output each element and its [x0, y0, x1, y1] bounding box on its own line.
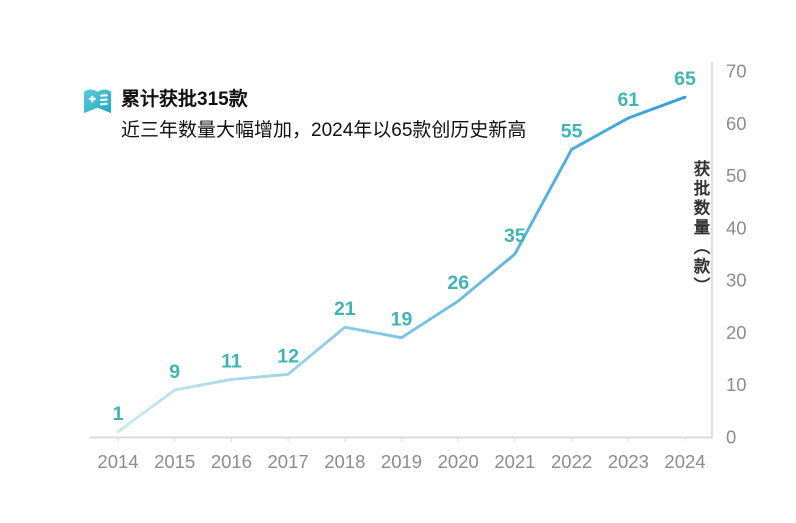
svg-text:26: 26: [447, 272, 469, 294]
svg-text:2017: 2017: [268, 451, 309, 472]
chart-subtitle: 近三年数量大幅增加，2024年以65款创历史新高: [121, 120, 527, 141]
svg-text:2015: 2015: [154, 451, 195, 472]
svg-text:2024: 2024: [664, 451, 705, 472]
svg-text:19: 19: [391, 309, 413, 331]
svg-text:55: 55: [561, 120, 583, 142]
chart-title: 累计获批315款: [121, 89, 248, 110]
svg-text:2020: 2020: [438, 451, 479, 472]
svg-text:1: 1: [113, 403, 124, 425]
svg-text:61: 61: [617, 89, 639, 111]
chart-titles: 累计获批315款 近三年数量大幅增加，2024年以65款创历史新高: [121, 84, 526, 146]
svg-text:20: 20: [726, 322, 747, 343]
y-axis-title: 获批数量（款）: [691, 160, 709, 297]
svg-text:2021: 2021: [494, 451, 535, 472]
svg-text:70: 70: [726, 61, 747, 82]
chart-header: 累计获批315款 近三年数量大幅增加，2024年以65款创历史新高: [82, 84, 526, 146]
svg-text:0: 0: [726, 427, 736, 448]
book-plus-icon: [83, 89, 112, 114]
svg-text:30: 30: [726, 270, 747, 291]
svg-text:12: 12: [277, 345, 299, 367]
svg-text:2014: 2014: [97, 451, 138, 472]
svg-text:21: 21: [334, 298, 356, 320]
svg-text:2022: 2022: [551, 451, 592, 472]
svg-text:2023: 2023: [608, 451, 649, 472]
svg-text:2016: 2016: [211, 451, 252, 472]
svg-text:50: 50: [726, 165, 747, 186]
svg-text:35: 35: [504, 225, 526, 247]
svg-text:10: 10: [726, 374, 747, 395]
svg-text:9: 9: [169, 361, 180, 383]
svg-text:11: 11: [221, 350, 242, 372]
svg-text:65: 65: [674, 68, 696, 90]
svg-text:40: 40: [726, 217, 747, 238]
svg-text:60: 60: [726, 113, 747, 134]
svg-text:2019: 2019: [381, 451, 422, 472]
svg-text:2018: 2018: [324, 451, 365, 472]
